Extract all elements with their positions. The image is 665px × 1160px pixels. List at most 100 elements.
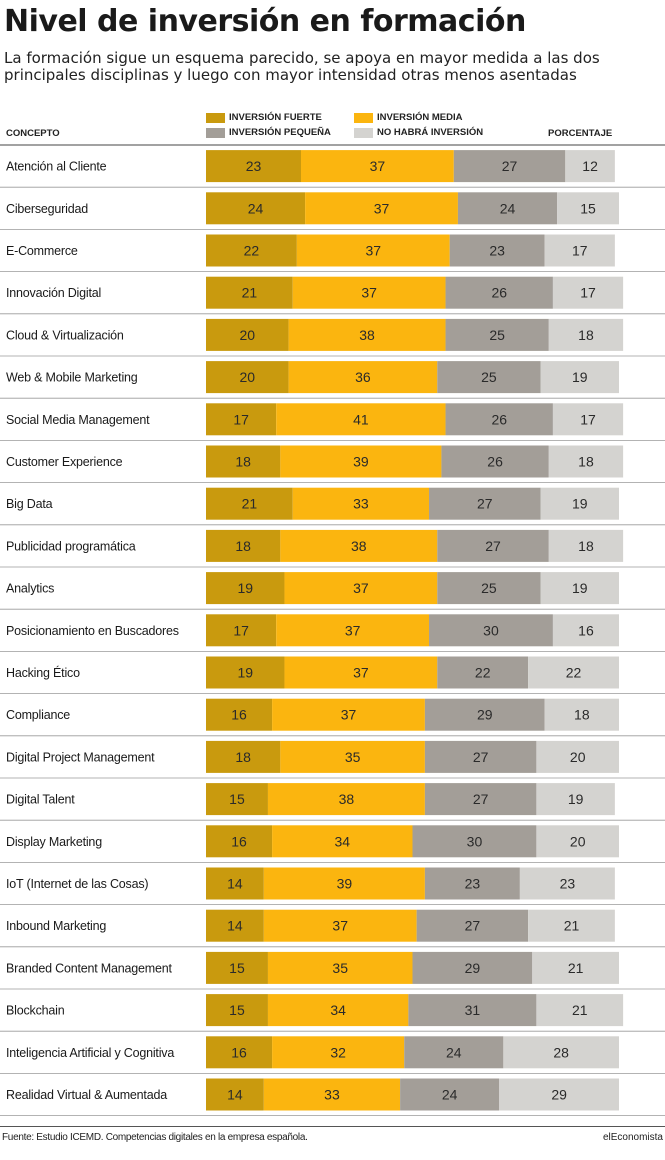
bar-segment-pequena [457,192,558,225]
data-label-fuerte: 21 [242,285,258,301]
bar-segment-fuerte [206,150,301,183]
data-label-no-habra: 20 [570,749,586,765]
legend-label-inversion-fuerte: INVERSIÓN FUERTE [229,112,322,123]
bar-segment-media [284,572,438,605]
data-label-pequena: 27 [465,918,481,934]
bar-segment-no-habra [528,656,619,689]
bar-segment-no-habra [565,150,615,183]
data-label-pequena: 24 [500,200,516,216]
bar-segment-no-habra [548,529,624,562]
data-label-no-habra: 17 [580,411,596,427]
data-label-media: 34 [335,833,351,849]
bar-segment-fuerte [206,825,273,858]
bar-segment-no-habra [548,445,624,478]
data-label-pequena: 29 [465,960,481,976]
bar-segment-no-habra [528,909,615,942]
legend-item-inversion-media: INVERSIÓN MEDIA [354,111,463,124]
data-label-no-habra: 21 [572,1002,588,1018]
bar-segment-fuerte [206,403,277,436]
bar-segment-no-habra [532,951,619,984]
bar-segment-media [288,318,446,351]
data-label-media: 36 [355,369,371,385]
data-label-pequena: 22 [475,665,491,681]
bar-segment-pequena [445,318,549,351]
data-label-pequena: 29 [477,707,493,723]
bar-segment-media [292,276,446,309]
legend-label-no-habra-inversion: NO HABRÁ INVERSIÓN [377,127,484,138]
category-label: Ciberseguridad [6,202,88,216]
data-label-media: 33 [353,496,369,512]
bar-segment-fuerte [206,909,264,942]
data-label-no-habra: 21 [568,960,584,976]
bar-segment-no-habra [552,614,619,647]
bar-segment-no-habra [540,487,619,520]
bar-segment-pequena [437,529,549,562]
bar-segment-no-habra [503,1036,619,1069]
bar-segment-media [263,909,417,942]
data-label-pequena: 25 [481,369,497,385]
bar-segment-pequena [412,825,537,858]
legend-item-inversion-pequena: INVERSIÓN PEQUEÑA [206,126,331,139]
bar-segment-media [280,740,425,773]
data-label-pequena: 27 [485,538,501,554]
bar-segment-pequena [400,1078,500,1111]
bar-segment-no-habra [519,867,615,900]
data-label-no-habra: 12 [582,158,598,174]
data-label-fuerte: 16 [231,707,247,723]
category-label: Inbound Marketing [6,919,106,933]
legend-swatch-no-habra-inversion [354,127,373,138]
category-label: Customer Experience [6,455,123,469]
category-label: Atención al Cliente [6,160,107,174]
data-label-fuerte: 15 [229,791,245,807]
data-label-no-habra: 29 [551,1087,567,1103]
data-label-fuerte: 19 [237,665,253,681]
bar-segment-fuerte [206,276,293,309]
data-label-media: 37 [341,707,357,723]
data-label-no-habra: 21 [564,918,580,934]
data-label-no-habra: 19 [572,496,588,512]
bar-segment-fuerte [206,572,285,605]
data-label-media: 37 [365,243,381,259]
bar-segment-pequena [445,276,553,309]
bar-segment-pequena [424,698,545,731]
category-label: Big Data [6,497,53,511]
bar-segment-pequena [441,445,549,478]
category-label: Realidad Virtual & Aumentada [6,1088,167,1102]
data-label-media: 38 [351,538,367,554]
data-label-media: 37 [345,622,361,638]
data-label-fuerte: 23 [246,158,262,174]
bar-segment-media [284,656,438,689]
data-label-fuerte: 15 [229,1002,245,1018]
category-label: Blockchain [6,1004,65,1018]
data-label-media: 37 [353,580,369,596]
bar-segment-fuerte [206,487,293,520]
data-label-pequena: 27 [477,496,493,512]
bar-segment-fuerte [206,994,268,1027]
data-label-fuerte: 16 [231,1044,247,1060]
data-label-no-habra: 28 [553,1044,569,1060]
category-label: Posicionamiento en Buscadores [6,624,179,638]
bar-segment-media [263,867,425,900]
data-label-fuerte: 17 [233,411,249,427]
data-label-no-habra: 15 [580,200,596,216]
data-label-pequena: 31 [465,1002,481,1018]
bar-segment-media [263,1078,401,1111]
category-label: Compliance [6,708,70,722]
chart-subtitle: La formación sigue un esquema parecido, … [4,49,600,84]
bar-segment-media [305,192,458,225]
data-label-media: 34 [330,1002,346,1018]
category-label: Web & Mobile Marketing [6,371,138,385]
data-label-pequena: 24 [446,1044,462,1060]
data-label-media: 33 [324,1087,340,1103]
data-label-no-habra: 18 [574,707,590,723]
data-label-fuerte: 18 [235,749,251,765]
bar-segment-fuerte [206,445,281,478]
bar-segment-media [272,698,425,731]
data-label-fuerte: 20 [240,369,256,385]
bar-segment-pequena [437,361,541,394]
category-label: Social Media Management [6,413,150,427]
bar-segment-no-habra [548,318,624,351]
data-label-pequena: 30 [467,833,483,849]
bar-segment-fuerte [206,529,281,562]
bar-segment-pequena [424,783,537,816]
